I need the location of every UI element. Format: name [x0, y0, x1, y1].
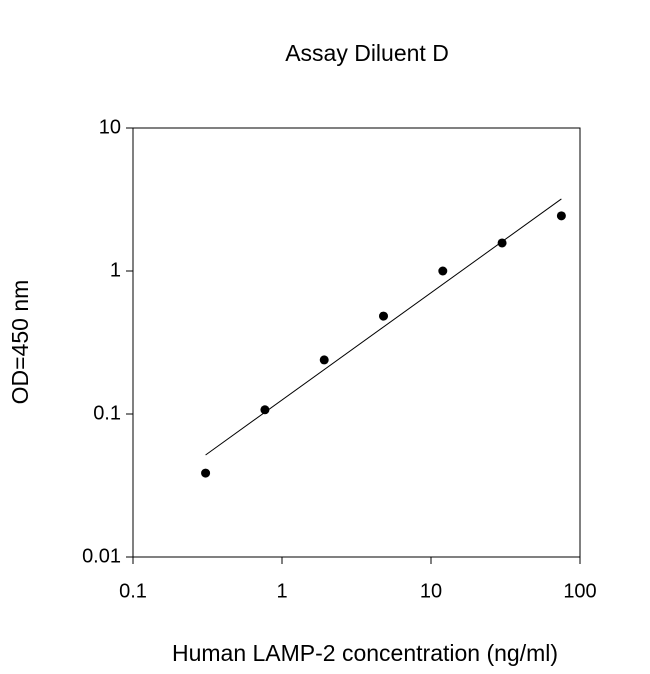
- x-tick-label: 100: [563, 580, 596, 602]
- x-tick-label: 0.1: [119, 580, 147, 602]
- y-tick-label: 0.01: [82, 545, 121, 567]
- y-tick-label: 0.1: [93, 402, 121, 424]
- plot-frame: [132, 127, 581, 558]
- data-point: [379, 311, 389, 321]
- chart-title: Assay Diluent D: [285, 40, 449, 66]
- x-axis-label: Human LAMP-2 concentration (ng/ml): [172, 640, 558, 666]
- data-point: [438, 266, 448, 276]
- y-axis-label: OD=450 nm: [7, 280, 33, 405]
- data-point: [319, 355, 329, 365]
- data-point: [556, 211, 566, 221]
- y-tick-label: 10: [99, 116, 121, 138]
- data-point: [201, 468, 211, 478]
- x-tick-label: 1: [276, 580, 287, 602]
- data-point: [497, 238, 507, 248]
- y-tick-label: 1: [110, 259, 121, 281]
- x-tick-label: 10: [420, 580, 442, 602]
- data-point: [260, 405, 270, 415]
